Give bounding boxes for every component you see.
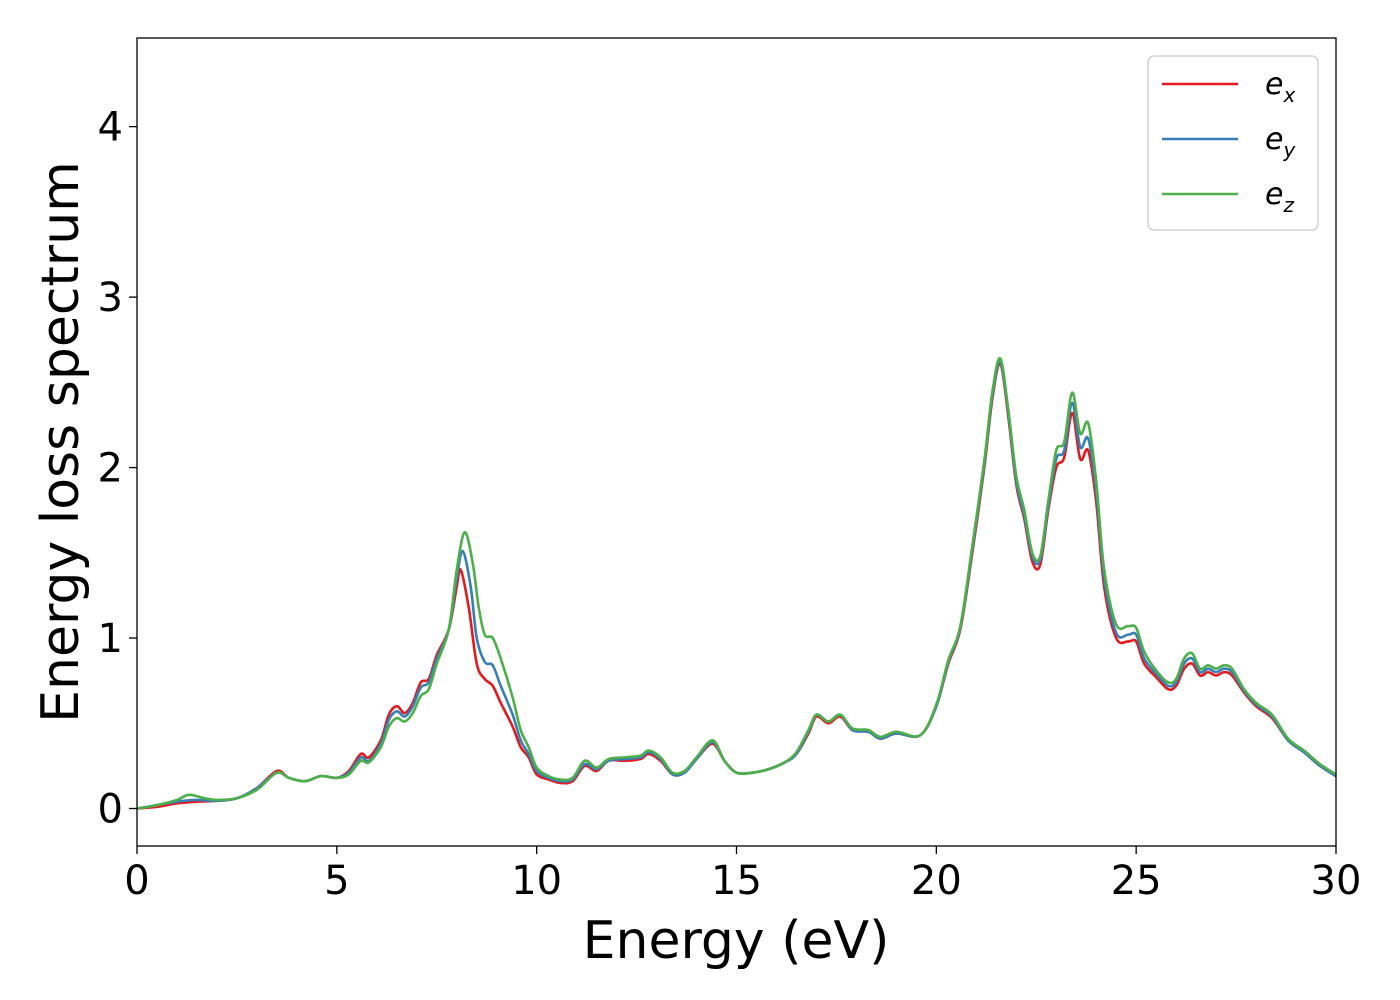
y-tick-label: 1 xyxy=(98,616,123,662)
x-tick-label: 0 xyxy=(124,858,149,904)
x-tick-label: 15 xyxy=(711,858,762,904)
y-axis-title: Energy loss spectrum xyxy=(31,161,91,723)
plot-frame xyxy=(136,37,1337,847)
x-tick-label: 10 xyxy=(511,858,562,904)
series-layer xyxy=(136,357,1337,810)
y-tick-label: 4 xyxy=(98,105,123,151)
x-tick-label: 25 xyxy=(1111,858,1162,904)
y-tick-label: 2 xyxy=(98,446,123,492)
y-axis-ticks: 0 1 2 3 4 xyxy=(98,105,137,832)
x-tick-label: 30 xyxy=(1311,858,1362,904)
x-tick-label: 5 xyxy=(324,858,349,904)
y-tick-label: 3 xyxy=(98,275,123,321)
legend-frame xyxy=(1147,55,1319,231)
series-line-z xyxy=(136,357,1337,810)
plot-background xyxy=(137,38,1336,846)
y-tick-label: 0 xyxy=(98,786,123,832)
x-axis-ticks: 0 5 10 15 20 25 30 xyxy=(124,846,1361,904)
x-tick-label: 20 xyxy=(911,858,962,904)
x-axis-title: Energy (eV) xyxy=(583,911,890,971)
